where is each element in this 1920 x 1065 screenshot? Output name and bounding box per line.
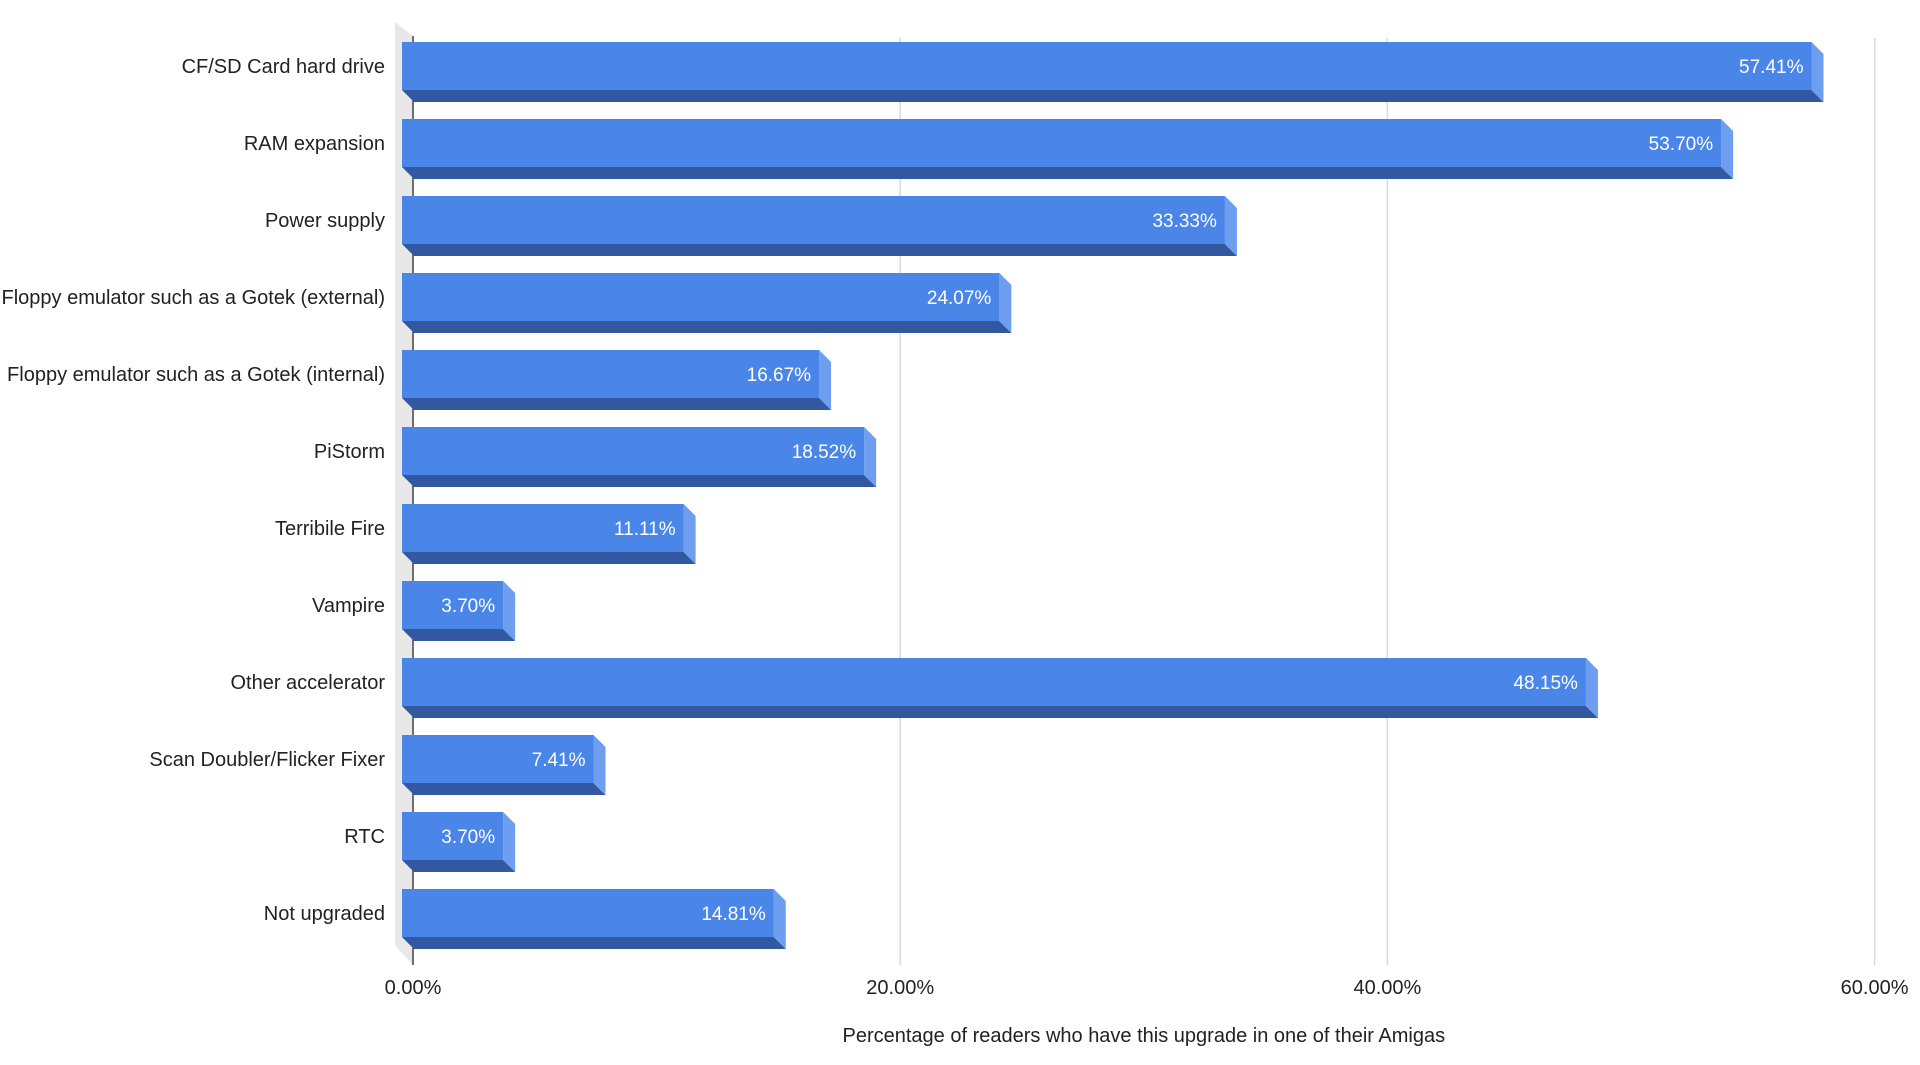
bar-value-label: 57.41% xyxy=(1739,57,1804,78)
bar-bottom-face xyxy=(402,783,606,795)
bar-bottom-face xyxy=(402,475,877,487)
category-label: Terribile Fire xyxy=(275,518,385,540)
bar xyxy=(402,119,1722,167)
category-label: Floppy emulator such as a Gotek (interna… xyxy=(7,364,385,386)
bar xyxy=(402,735,594,783)
bar xyxy=(402,504,684,552)
bar-side-face xyxy=(1224,196,1237,256)
bar-bottom-face xyxy=(402,860,516,872)
bar-value-label: 7.41% xyxy=(532,750,586,771)
bar xyxy=(402,273,1000,321)
bar-side-face xyxy=(999,273,1012,333)
category-label: PiStorm xyxy=(314,441,385,463)
bar-side-face xyxy=(773,889,786,949)
bar-side-face xyxy=(593,735,606,795)
bar-bottom-face xyxy=(402,552,696,564)
bar-side-face xyxy=(819,350,832,410)
bar xyxy=(402,427,865,475)
category-label: Vampire xyxy=(312,595,385,617)
bar-value-label: 16.67% xyxy=(747,365,812,386)
bar-bottom-face xyxy=(402,398,832,410)
bar-value-label: 24.07% xyxy=(927,288,992,309)
category-label: Floppy emulator such as a Gotek (externa… xyxy=(1,287,385,309)
bar-side-face xyxy=(1721,119,1734,179)
bar xyxy=(402,42,1812,90)
bar-value-label: 14.81% xyxy=(701,904,766,925)
x-tick-label: 40.00% xyxy=(1353,977,1421,999)
x-axis-title: Percentage of readers who have this upgr… xyxy=(842,1025,1445,1047)
bar xyxy=(402,581,504,629)
bar-bottom-face xyxy=(402,321,1012,333)
bar-bottom-face xyxy=(402,244,1237,256)
bar-side-face xyxy=(1585,658,1598,718)
bar xyxy=(402,812,504,860)
category-label: CF/SD Card hard drive xyxy=(182,56,385,78)
bar-side-face xyxy=(1811,42,1824,102)
category-labels: CF/SD Card hard drive RAM expansion Power … xyxy=(1,56,385,925)
bar-value-label: 53.70% xyxy=(1649,134,1714,155)
bar-value-label: 48.15% xyxy=(1513,673,1578,694)
bar-value-label: 3.70% xyxy=(441,596,495,617)
x-axis-ticks: 0.00% 20.00% 40.00% 60.00% xyxy=(385,977,1909,999)
axis-wall-face xyxy=(395,22,413,965)
bar xyxy=(402,350,820,398)
bars-layer: 57.41% 53.70% 33.33% 24.07% 16.67% 18.52% 11.1… xyxy=(402,42,1824,949)
x-tick-label: 0.00% xyxy=(385,977,442,999)
bar-bottom-face xyxy=(402,937,786,949)
bar xyxy=(402,196,1225,244)
bar-bottom-face xyxy=(402,706,1598,718)
bar-value-label: 33.33% xyxy=(1152,211,1217,232)
bar-side-face xyxy=(503,581,516,641)
category-label: Scan Doubler/Flicker Fixer xyxy=(149,749,385,771)
bar-value-label: 18.52% xyxy=(792,442,857,463)
bar-side-face xyxy=(503,812,516,872)
bar-bottom-face xyxy=(402,90,1824,102)
category-label: RTC xyxy=(344,826,385,848)
axis-wall xyxy=(395,22,414,965)
bar-bottom-face xyxy=(402,167,1734,179)
category-label: RAM expansion xyxy=(244,133,385,155)
category-label: Power supply xyxy=(265,210,385,232)
bar-side-face xyxy=(864,427,877,487)
bar xyxy=(402,889,774,937)
bar-value-label: 3.70% xyxy=(441,827,495,848)
bar-value-label: 11.11% xyxy=(614,519,676,540)
category-label: Not upgraded xyxy=(264,903,385,925)
bar-bottom-face xyxy=(402,629,516,641)
x-tick-label: 20.00% xyxy=(866,977,934,999)
bar xyxy=(402,658,1586,706)
x-tick-label: 60.00% xyxy=(1841,977,1909,999)
grid-layer xyxy=(899,38,1876,965)
bar-side-face xyxy=(683,504,696,564)
category-label: Other accelerator xyxy=(230,672,385,694)
